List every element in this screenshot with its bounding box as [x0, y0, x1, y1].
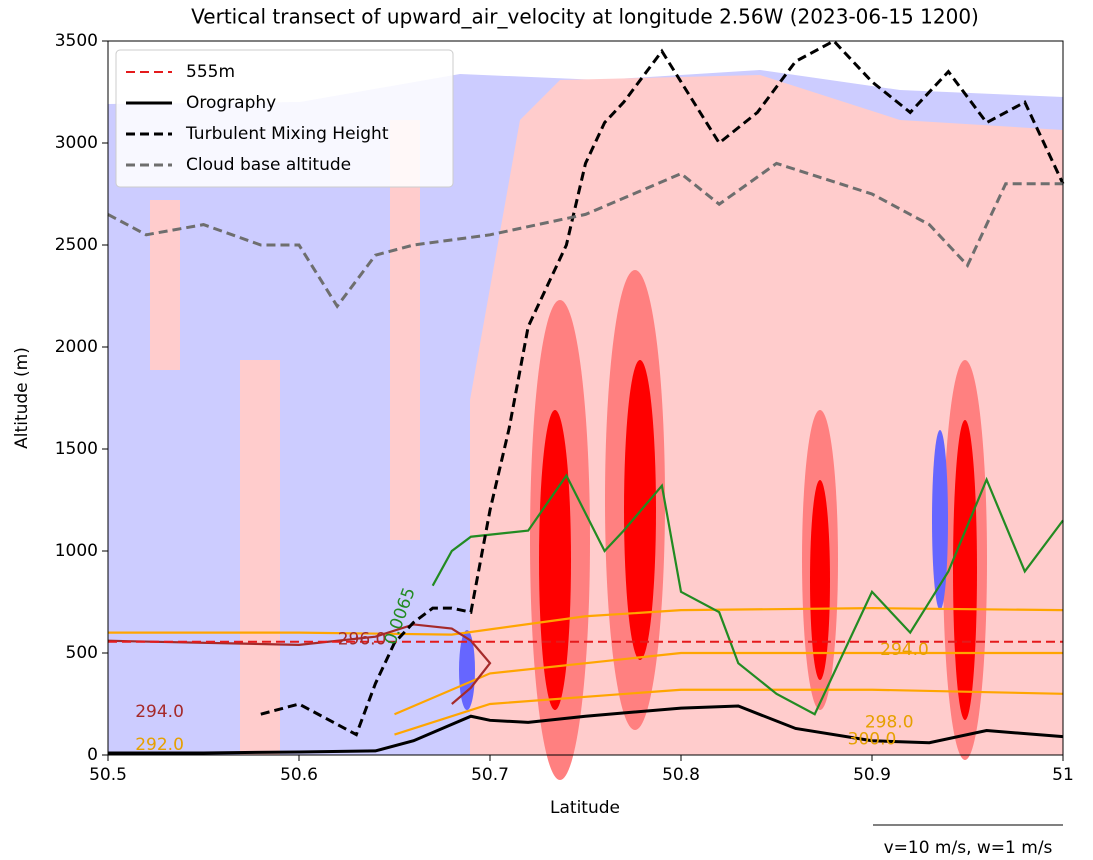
x-tick-label: 51: [1052, 765, 1074, 785]
y-tick-label: 1000: [55, 541, 98, 561]
contour-label: 294.0: [880, 640, 929, 660]
y-tick-label: 3000: [55, 133, 98, 153]
contour-line: [394, 688, 1064, 736]
contour-line: [431, 473, 1064, 716]
legend-label: Cloud base altitude: [186, 155, 351, 175]
legend: [115, 49, 454, 188]
quiver-key: v=10 m/s, w=1 m/s: [884, 838, 1053, 856]
y-tick-label: 0: [87, 745, 98, 765]
contour-line: [394, 651, 1063, 716]
y-tick-label: 500: [66, 643, 98, 663]
contour-label: 292.0: [135, 735, 184, 755]
x-tick-label: 50.6: [280, 765, 318, 785]
contour-line: [108, 607, 1064, 636]
contour-fill: [108, 70, 1063, 780]
contour-label: 298.0: [865, 712, 914, 732]
contour-label: 300.0: [848, 730, 897, 750]
series-line: [108, 704, 1064, 755]
x-axis-label: Latitude: [550, 798, 620, 818]
legend-label: Turbulent Mixing Height: [185, 124, 389, 144]
x-tick-label: 50.9: [853, 765, 891, 785]
contour-label: 296.0: [338, 630, 387, 650]
y-tick-label: 2000: [55, 337, 98, 357]
y-tick-label: 3500: [55, 31, 98, 51]
chart-title: Vertical transect of upward_air_velocity…: [191, 5, 979, 29]
y-tick-label: 1500: [55, 439, 98, 459]
x-tick-label: 50.7: [471, 765, 509, 785]
legend-label: Orography: [186, 93, 276, 113]
legend-label: 555m: [186, 62, 235, 82]
x-tick-label: 50.5: [89, 765, 127, 785]
series-line: [260, 39, 1065, 737]
legend-entries: 555m Orography Turbulent Mixing Height Clou…: [126, 62, 389, 175]
y-tick-label: 2500: [55, 235, 98, 255]
x-tick-label: 50.8: [662, 765, 700, 785]
contour-label: 294.0: [135, 702, 184, 722]
y-axis-label: Altitude (m): [12, 347, 32, 449]
axes-frame: [107, 40, 1064, 756]
